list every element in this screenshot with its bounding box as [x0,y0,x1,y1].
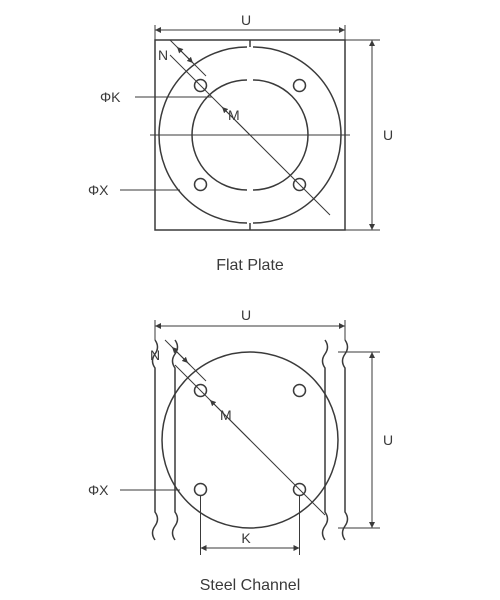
dim-phix-2: ΦX [88,482,109,498]
dim-u-top-2: U [241,307,251,323]
dim-u-right-2: U [383,432,393,448]
dim-phik: ΦK [100,89,121,105]
dim-phix: ΦX [88,182,109,198]
flat-plate-diagram: U U N M ΦK ΦX Flat Plate [88,12,393,274]
dim-u-top: U [241,12,251,28]
steel-channel-title: Steel Channel [200,577,301,594]
diagram-canvas: U U N M ΦK ΦX Flat Plate [0,0,500,600]
dim-n: N [158,47,168,63]
dim-m-2: M [220,407,232,423]
flat-plate-title: Flat Plate [216,257,284,274]
dim-u-right: U [383,127,393,143]
steel-channel-diagram: U U N M ΦX K Steel Channel [88,307,393,594]
dim-k: K [241,530,251,546]
dim-m: M [228,107,240,123]
dim-n-2: N [150,347,160,363]
